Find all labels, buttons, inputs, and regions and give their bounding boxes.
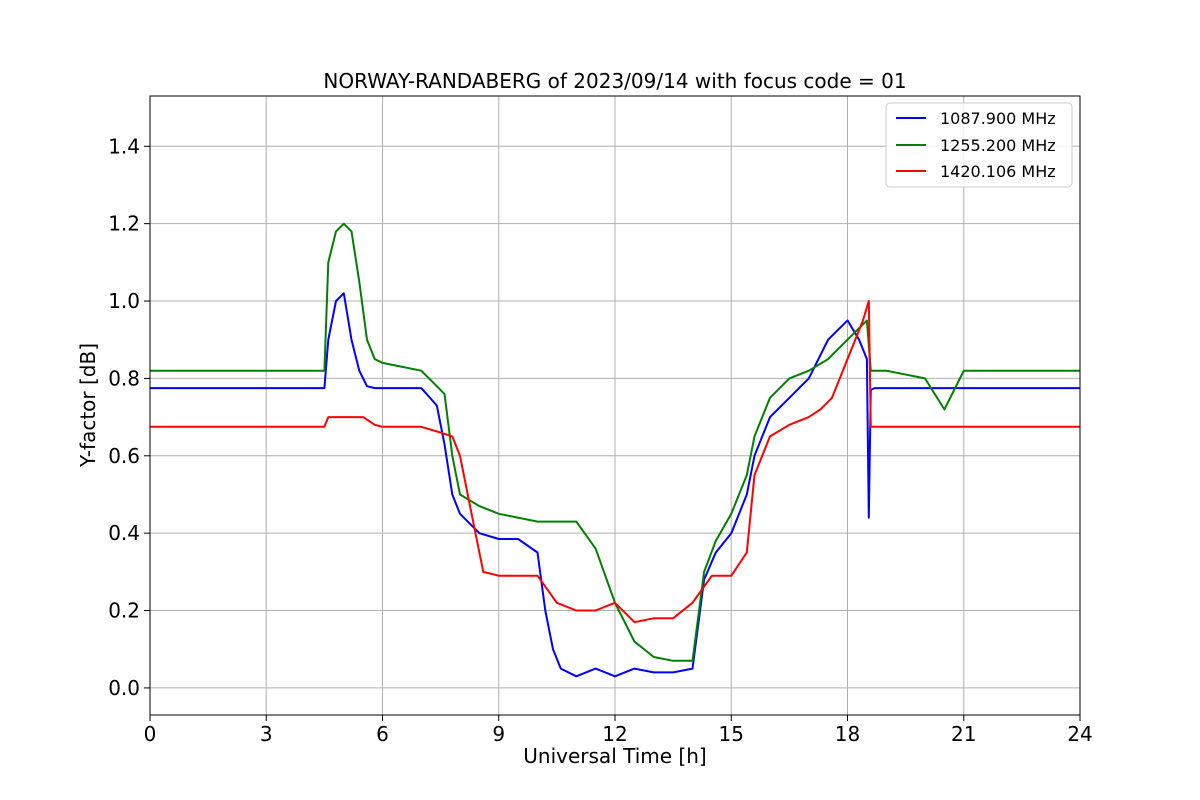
y-tick-label: 1.0 bbox=[108, 289, 140, 313]
y-tick-label: 0.4 bbox=[108, 521, 140, 545]
x-tick-label: 9 bbox=[492, 722, 505, 746]
x-tick-label: 6 bbox=[376, 722, 389, 746]
x-tick-label: 15 bbox=[719, 722, 744, 746]
chart-title: NORWAY-RANDABERG of 2023/09/14 with focu… bbox=[323, 69, 906, 93]
x-tick-label: 0 bbox=[144, 722, 157, 746]
x-tick-label: 24 bbox=[1067, 722, 1092, 746]
series-line-2 bbox=[150, 300, 1080, 624]
series-layer bbox=[150, 222, 1080, 678]
y-tick-label: 0.8 bbox=[108, 366, 140, 390]
y-tick-label: 1.2 bbox=[108, 212, 140, 236]
y-tick-label: 0.6 bbox=[108, 444, 140, 468]
legend-entry-1087: 1087.900 MHz bbox=[940, 109, 1056, 128]
series-line-0 bbox=[150, 292, 1080, 678]
y-axis: 0.0 0.2 0.4 0.6 0.8 1.0 1.2 1.4 bbox=[108, 134, 150, 700]
legend-entry-1420: 1420.106 MHz bbox=[940, 162, 1056, 181]
y-tick-label: 1.4 bbox=[108, 134, 140, 158]
series-line-1 bbox=[150, 222, 1080, 662]
y-tick-label: 0.2 bbox=[108, 599, 140, 623]
x-axis-label: Universal Time [h] bbox=[523, 744, 706, 768]
x-tick-label: 3 bbox=[260, 722, 273, 746]
x-axis: 0 3 6 9 12 15 18 21 24 bbox=[144, 715, 1093, 746]
x-tick-label: 18 bbox=[835, 722, 860, 746]
y-axis-label: Y-factor [dB] bbox=[76, 343, 100, 468]
legend-box bbox=[885, 102, 1073, 188]
legend: 1087.900 MHz 1255.200 MHz 1420.106 MHz bbox=[885, 102, 1073, 188]
legend-entry-1255: 1255.200 MHz bbox=[940, 136, 1056, 155]
x-tick-label: 12 bbox=[602, 722, 627, 746]
x-tick-label: 21 bbox=[951, 722, 976, 746]
y-tick-label: 0.0 bbox=[108, 676, 140, 700]
